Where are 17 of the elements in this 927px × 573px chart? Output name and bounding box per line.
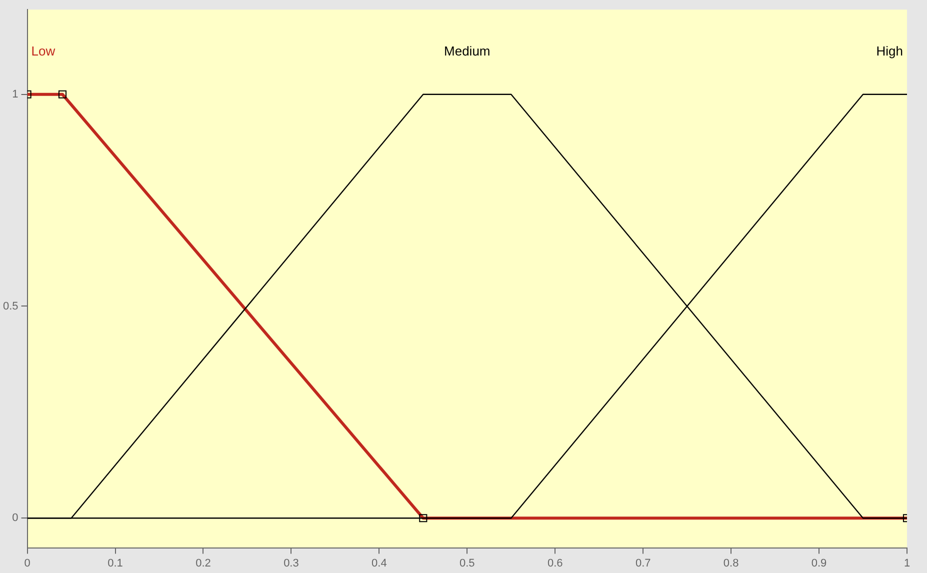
x-tick-label: 0.3 xyxy=(284,557,299,570)
x-tick-label: 0.9 xyxy=(811,557,827,570)
x-tick-label: 0.8 xyxy=(723,557,739,570)
text: High xyxy=(876,44,903,59)
x-tick-label: 1 xyxy=(904,557,910,570)
y-tick-label: 1 xyxy=(12,88,18,100)
y-tick-label: 0 xyxy=(12,512,18,524)
text: Medium xyxy=(444,44,490,59)
x-tick-label: 0.6 xyxy=(547,557,563,570)
x-tick-label: 0.5 xyxy=(459,557,475,570)
y-tick-label: 0.5 xyxy=(2,300,18,312)
text: Low xyxy=(31,44,56,59)
x-tick-label: 0.7 xyxy=(635,557,651,570)
x-tick-label: 0.1 xyxy=(108,557,123,570)
x-tick-label: 0 xyxy=(24,557,30,570)
x-tick-label: 0.4 xyxy=(372,557,387,570)
x-tick-label: 0.2 xyxy=(196,557,211,570)
